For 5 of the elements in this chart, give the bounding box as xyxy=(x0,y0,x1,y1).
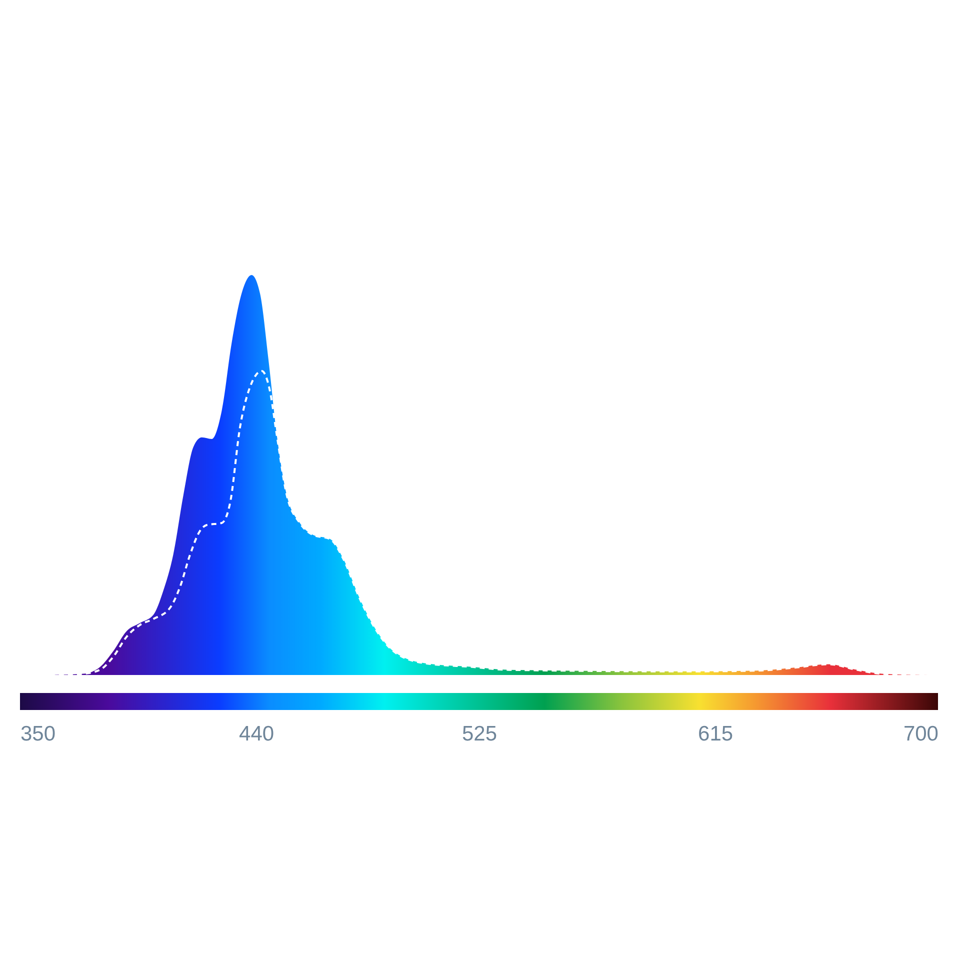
x-tick-label: 700 xyxy=(903,722,938,746)
x-tick-label: 615 xyxy=(698,722,734,746)
x-tick-label: 525 xyxy=(462,722,498,746)
x-tick-label: 440 xyxy=(239,722,274,746)
x-tick-label: 350 xyxy=(20,722,56,746)
